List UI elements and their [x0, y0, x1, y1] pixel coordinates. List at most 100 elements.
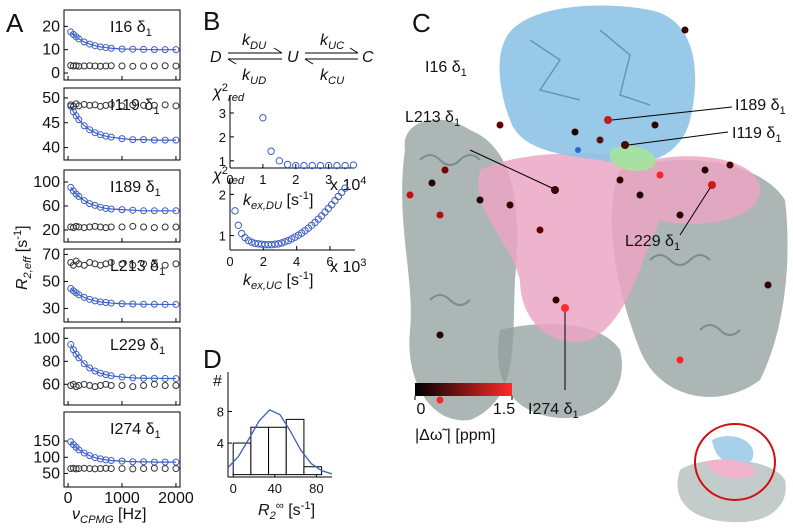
text-part: 1 [146, 27, 152, 39]
text-part: 1 [155, 187, 161, 199]
panel-label: D [203, 344, 222, 374]
text-part: 1 [780, 105, 786, 117]
y-tick-label: 45 [42, 115, 60, 132]
data-point [161, 381, 169, 389]
x-tick-label: 4 [293, 254, 300, 269]
y-tick-label: 20 [42, 222, 60, 239]
data-point [161, 374, 169, 382]
text-part: k [320, 32, 329, 49]
data-point [75, 354, 83, 362]
text-part: L213 δ [405, 109, 454, 126]
rate-label: kUD [242, 67, 266, 87]
data-point [107, 381, 115, 389]
data-point [341, 184, 349, 192]
data-point [300, 161, 308, 170]
y-tick-label: 30 [42, 300, 60, 317]
text-part: red [228, 175, 245, 187]
data-point [67, 223, 75, 231]
data-point [67, 465, 75, 473]
data-point [150, 62, 158, 70]
data-point [91, 222, 99, 230]
text-part: 1 [159, 345, 165, 357]
data-point [161, 101, 169, 109]
data-point [150, 300, 158, 308]
data-point [75, 35, 83, 43]
text-part: -1 [301, 500, 311, 512]
data-point [161, 261, 169, 269]
data-point [140, 223, 148, 231]
data-point [150, 260, 158, 268]
y-tick-label: 8 [217, 404, 224, 419]
fit-line [70, 288, 176, 306]
x-tick-label: 1000 [104, 490, 140, 507]
data-point [96, 298, 104, 306]
text-part: 1 [461, 67, 467, 79]
data-point [150, 207, 158, 215]
data-point [324, 161, 333, 170]
text-part: 1 [159, 266, 165, 278]
data-point [102, 62, 110, 70]
text-part: I119 δ [732, 125, 775, 142]
text-part: I16 δ [425, 59, 461, 76]
subplot-label: I16 δ1 [110, 19, 152, 39]
text-part: ] [14, 225, 31, 229]
text-part: ∞ [276, 500, 284, 512]
data-point [118, 206, 126, 214]
y-tick-label: 150 [33, 433, 60, 450]
data-point [118, 135, 126, 143]
data-point [118, 381, 126, 389]
y-tick-label: 100 [33, 449, 60, 466]
y-tick-label: 1 [219, 154, 226, 169]
data-point [172, 207, 180, 215]
text-part: 3 [360, 257, 366, 269]
data-point [172, 375, 180, 383]
data-point [75, 116, 83, 124]
data-point [172, 46, 180, 54]
y-axis-label: R2,eff [s-1] [12, 225, 34, 290]
residue-dots [406, 26, 772, 404]
y-tick-label: 50 [42, 465, 60, 482]
y-axis-label: # [213, 373, 222, 390]
text-part: ] [309, 192, 313, 209]
data-point [129, 45, 137, 53]
data-point [140, 136, 148, 144]
data-point [75, 291, 83, 299]
x-tick-label: 80 [309, 481, 323, 496]
residue-label: I274 δ1 [528, 401, 579, 421]
data-point [96, 465, 104, 473]
text-part: 2 [222, 82, 228, 94]
data-point [349, 161, 358, 169]
data-point [129, 458, 137, 466]
text-part: ex,UC [251, 280, 283, 292]
y-tick-label: 2 [219, 187, 226, 202]
subplot-label: I274 δ1 [110, 421, 161, 441]
data-point [140, 374, 148, 382]
y-tick-label: 100 [33, 330, 60, 347]
text-part: ] [311, 502, 315, 519]
data-point [107, 62, 115, 70]
data-point [72, 465, 80, 473]
data-point [107, 133, 115, 141]
y-tick-label: 80 [42, 353, 60, 370]
data-point [129, 383, 137, 391]
data-point [267, 147, 275, 155]
data-point [150, 380, 158, 388]
x-axis-label: R2∞ [s-1] [258, 500, 315, 522]
text-part: I119 δ [110, 97, 153, 114]
y-axis-label: χ2red [211, 165, 245, 187]
data-point [292, 161, 300, 170]
data-point [281, 238, 289, 246]
text-part: k [320, 67, 329, 84]
text-part: -1 [299, 270, 309, 282]
state-label: C [362, 49, 374, 66]
arrow-head [304, 58, 314, 65]
data-point [150, 224, 158, 232]
y-tick-label: 3 [219, 106, 226, 121]
rate-label: kDU [242, 32, 267, 52]
data-point [80, 62, 88, 70]
y-tick-label: 50 [42, 90, 60, 107]
residue-label: I16 δ1 [425, 59, 467, 79]
text-part: L229 δ [110, 337, 159, 354]
data-point [172, 465, 180, 473]
